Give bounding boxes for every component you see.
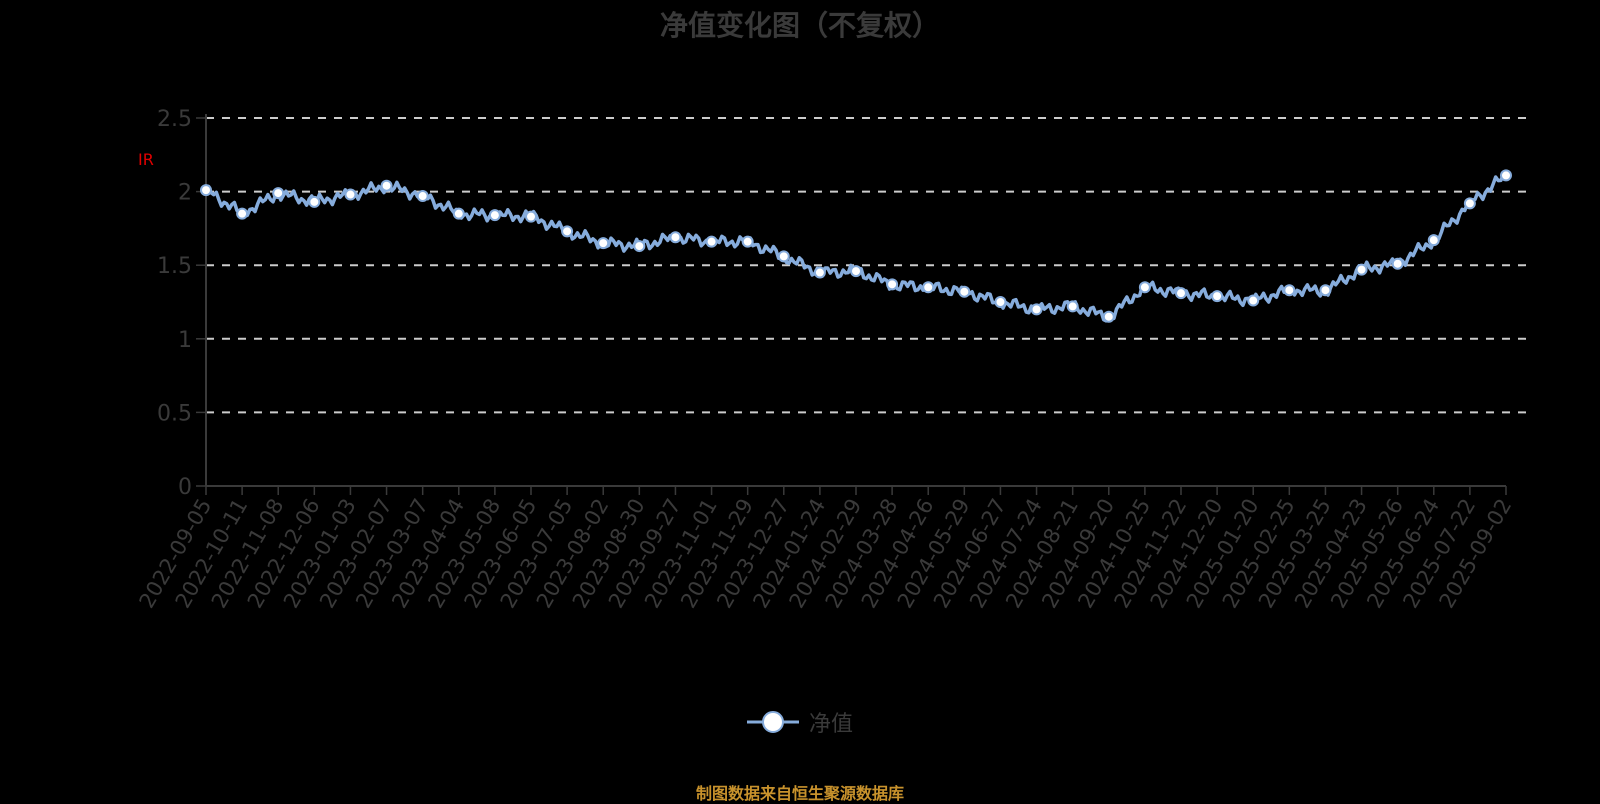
data-point-marker[interactable] [1066, 300, 1079, 313]
data-point-marker[interactable] [813, 266, 826, 279]
data-point-marker[interactable] [741, 235, 754, 248]
data-point-marker[interactable] [1102, 310, 1115, 323]
data-point-marker[interactable] [380, 179, 393, 192]
unit-label: IR [138, 150, 154, 169]
data-point-marker[interactable] [452, 207, 465, 220]
data-point-marker[interactable] [525, 210, 537, 223]
data-point-marker[interactable] [1391, 257, 1404, 270]
y-tick-label: 1.5 [157, 254, 192, 279]
data-point-marker[interactable] [416, 190, 429, 203]
data-point-marker[interactable] [200, 184, 212, 197]
data-point-marker[interactable] [850, 265, 862, 278]
data-point-marker[interactable] [597, 237, 610, 250]
y-tick-label: 2.5 [157, 107, 192, 132]
line-circle-marker-icon [746, 711, 799, 733]
gridlines [206, 117, 1530, 414]
y-tick-label: 0 [178, 475, 192, 500]
y-tick-label: 2 [178, 181, 192, 206]
data-point-marker[interactable] [1427, 234, 1440, 247]
data-point-marker[interactable] [236, 207, 249, 220]
data-point-marker[interactable] [1175, 287, 1187, 300]
data-point-marker[interactable] [1463, 197, 1476, 210]
y-tick-label: 1 [178, 328, 192, 353]
chart-title: 净值变化图（不复权） [659, 9, 940, 42]
data-point-marker[interactable] [1283, 284, 1296, 297]
data-point-marker[interactable] [1138, 281, 1151, 294]
x-axis: 2022-09-052022-10-112022-11-082022-12-06… [135, 485, 1516, 612]
data-point-marker[interactable] [922, 281, 935, 294]
data-point-marker[interactable] [308, 195, 321, 208]
data-point-marker[interactable] [488, 209, 501, 222]
data-point-marker[interactable] [1247, 294, 1260, 307]
data-point-marker[interactable] [1355, 263, 1368, 276]
data-point-marker[interactable] [958, 285, 971, 298]
data-source-footer: 制图数据来自恒生聚源数据库 [695, 784, 904, 803]
data-point-marker[interactable] [886, 278, 899, 291]
data-point-marker[interactable] [633, 240, 646, 253]
data-point-marker[interactable] [1030, 303, 1043, 316]
y-tick-label: 0.5 [157, 401, 192, 426]
data-point-marker[interactable] [777, 250, 790, 263]
plot-area: 0 0.5 1 1.5 2 2.5 2022-09-052022-10-112022-11… [135, 107, 1530, 612]
data-point-marker[interactable] [705, 235, 718, 248]
series-net-value[interactable] [200, 169, 1512, 323]
legend-label: 净值 [808, 712, 853, 737]
legend[interactable]: 净值 [0, 706, 1600, 738]
y-axis: 0 0.5 1 1.5 2 2.5 [157, 107, 207, 500]
data-point-marker[interactable] [1319, 284, 1332, 297]
data-point-marker[interactable] [669, 231, 682, 244]
data-point-marker[interactable] [561, 225, 574, 238]
data-point-marker[interactable] [1211, 290, 1224, 303]
data-point-marker[interactable] [272, 187, 285, 200]
data-point-marker[interactable] [1500, 169, 1512, 182]
data-point-marker[interactable] [994, 296, 1007, 308]
data-point-marker[interactable] [344, 188, 357, 201]
